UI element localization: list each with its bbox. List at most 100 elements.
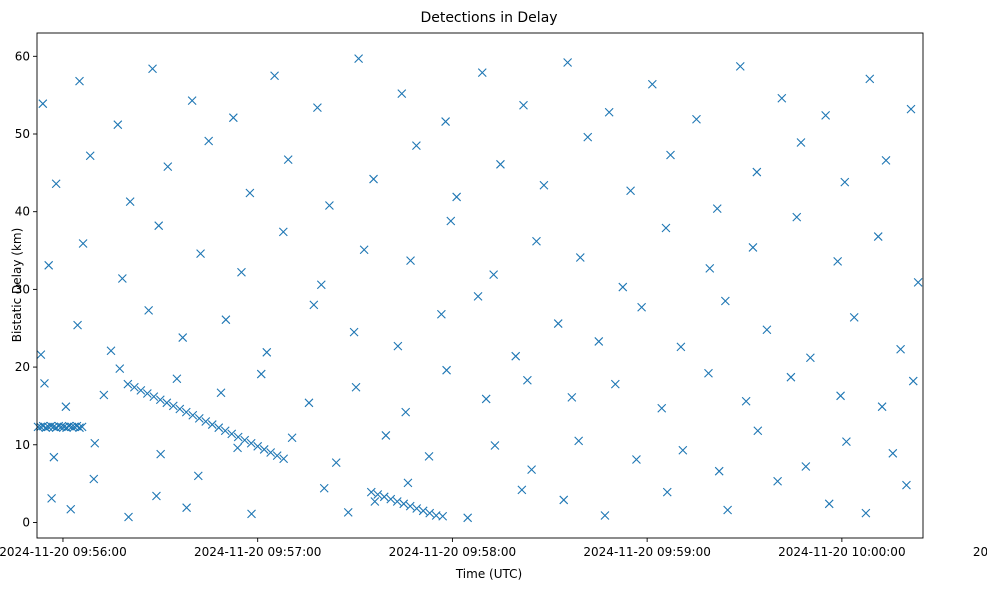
x-marker	[89, 474, 99, 484]
x-marker	[489, 270, 499, 280]
x-marker	[256, 369, 266, 379]
x-marker	[99, 390, 109, 400]
data-point	[705, 264, 715, 273]
x-marker	[240, 435, 250, 445]
data-point	[712, 204, 722, 213]
data-point	[221, 315, 231, 325]
data-point	[178, 333, 188, 342]
x-marker	[194, 413, 204, 423]
data-point	[233, 443, 242, 453]
x-marker	[175, 404, 185, 414]
x-marker	[403, 478, 413, 488]
x-marker	[168, 401, 178, 411]
x-marker	[66, 504, 76, 514]
data-point	[397, 89, 407, 98]
data-point	[113, 120, 123, 130]
data-point	[117, 274, 127, 283]
data-point	[405, 501, 415, 511]
x-marker	[162, 398, 172, 408]
x-marker	[902, 480, 911, 490]
x-marker	[196, 249, 205, 259]
x-marker	[821, 110, 831, 120]
x-marker	[178, 333, 188, 342]
data-point	[90, 438, 100, 448]
x-marker	[75, 423, 84, 433]
x-marker	[379, 492, 389, 502]
data-point	[316, 280, 326, 290]
x-marker	[262, 347, 272, 357]
x-marker	[47, 493, 56, 503]
data-point	[125, 197, 135, 206]
data-point	[896, 344, 905, 354]
x-marker	[661, 223, 671, 233]
data-point	[207, 420, 217, 429]
data-point	[44, 260, 54, 270]
data-point	[393, 341, 403, 351]
data-point	[632, 455, 641, 464]
x-marker	[637, 302, 647, 312]
y-tick-label: 60	[15, 49, 30, 63]
data-point	[575, 253, 585, 262]
x-marker	[399, 499, 409, 509]
x-marker	[647, 79, 657, 89]
x-marker	[712, 204, 722, 213]
data-point	[181, 407, 191, 417]
x-marker	[148, 64, 157, 74]
data-point	[873, 232, 883, 241]
x-marker	[840, 177, 850, 187]
x-marker	[181, 407, 191, 417]
y-axis: 0 10 20 30 40 50 60	[15, 49, 37, 529]
x-marker	[214, 423, 224, 433]
x-marker	[604, 107, 614, 117]
x-marker	[704, 368, 713, 378]
data-point	[906, 104, 916, 114]
x-marker	[216, 388, 226, 398]
x-marker	[221, 315, 231, 325]
axes-background	[37, 33, 923, 538]
data-point	[61, 402, 71, 412]
x-marker	[705, 264, 715, 273]
data-point	[849, 312, 859, 322]
x-marker	[313, 103, 322, 112]
data-point	[75, 76, 84, 86]
x-marker	[906, 104, 916, 114]
x-marker	[78, 239, 88, 248]
data-point	[877, 402, 887, 412]
data-point	[532, 236, 541, 246]
x-marker	[559, 495, 569, 505]
x-marker	[201, 417, 211, 426]
x-marker	[38, 99, 48, 109]
data-point	[441, 117, 450, 126]
x-marker	[359, 245, 369, 255]
x-marker	[490, 441, 500, 450]
data-point	[73, 320, 82, 330]
x-marker	[438, 511, 448, 521]
data-point	[149, 392, 159, 401]
data-point	[175, 404, 185, 414]
x-marker	[77, 422, 87, 432]
data-point	[821, 110, 831, 120]
x-marker	[849, 312, 859, 322]
data-point	[902, 480, 911, 490]
x-marker	[532, 236, 541, 246]
data-point	[762, 325, 772, 335]
x-marker	[152, 491, 161, 501]
data-point	[148, 64, 157, 74]
x-marker	[373, 490, 383, 499]
x-marker	[908, 376, 918, 386]
data-point	[369, 174, 378, 184]
data-point	[246, 438, 256, 448]
data-point	[842, 437, 851, 447]
data-point	[220, 426, 230, 436]
x-axis: 2024-11-20 09:56:00 2024-11-20 09:57:00 20…	[0, 538, 987, 559]
data-point	[331, 458, 341, 468]
x-marker	[412, 504, 422, 513]
x-marker	[861, 508, 871, 518]
x-marker	[425, 508, 435, 518]
x-marker	[452, 192, 462, 202]
x-marker	[881, 156, 891, 165]
data-point	[666, 150, 675, 160]
data-point	[840, 177, 850, 187]
x-marker	[182, 503, 192, 513]
